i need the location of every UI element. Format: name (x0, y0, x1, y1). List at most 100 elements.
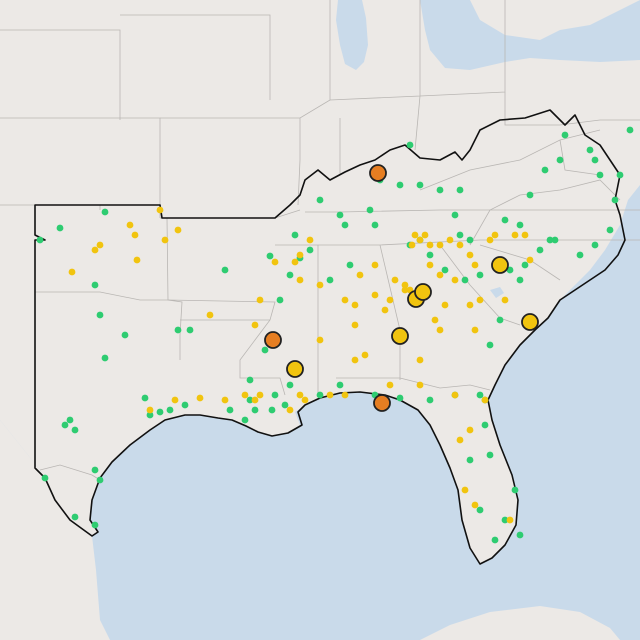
green-point-marker[interactable] (441, 266, 449, 274)
yellow-point-marker[interactable] (446, 236, 454, 244)
yellow-point-marker[interactable] (408, 241, 416, 249)
green-point-marker[interactable] (396, 394, 404, 402)
yellow-large-marker[interactable] (491, 256, 509, 274)
green-point-marker[interactable] (291, 231, 299, 239)
yellow-point-marker[interactable] (316, 336, 324, 344)
green-point-marker[interactable] (371, 221, 379, 229)
yellow-point-marker[interactable] (133, 256, 141, 264)
green-point-marker[interactable] (456, 231, 464, 239)
green-point-marker[interactable] (281, 401, 289, 409)
yellow-point-marker[interactable] (391, 276, 399, 284)
green-point-marker[interactable] (501, 516, 509, 524)
green-point-marker[interactable] (101, 354, 109, 362)
yellow-point-marker[interactable] (436, 241, 444, 249)
yellow-point-marker[interactable] (471, 501, 479, 509)
green-point-marker[interactable] (271, 391, 279, 399)
orange-large-marker[interactable] (369, 164, 387, 182)
green-point-marker[interactable] (556, 156, 564, 164)
green-point-marker[interactable] (56, 224, 64, 232)
green-point-marker[interactable] (591, 241, 599, 249)
green-point-marker[interactable] (516, 276, 524, 284)
yellow-point-marker[interactable] (521, 231, 529, 239)
yellow-point-marker[interactable] (416, 236, 424, 244)
green-point-marker[interactable] (486, 451, 494, 459)
green-point-marker[interactable] (101, 208, 109, 216)
green-point-marker[interactable] (541, 166, 549, 174)
yellow-point-marker[interactable] (501, 296, 509, 304)
yellow-point-marker[interactable] (251, 321, 259, 329)
yellow-point-marker[interactable] (426, 241, 434, 249)
green-point-marker[interactable] (511, 486, 519, 494)
green-point-marker[interactable] (406, 141, 414, 149)
yellow-point-marker[interactable] (506, 516, 514, 524)
green-point-marker[interactable] (91, 521, 99, 529)
green-point-marker[interactable] (336, 381, 344, 389)
green-point-marker[interactable] (516, 221, 524, 229)
yellow-point-marker[interactable] (511, 231, 519, 239)
green-point-marker[interactable] (546, 236, 554, 244)
green-point-marker[interactable] (616, 171, 624, 179)
yellow-point-marker[interactable] (466, 251, 474, 259)
green-point-marker[interactable] (286, 271, 294, 279)
yellow-point-marker[interactable] (431, 316, 439, 324)
green-point-marker[interactable] (426, 251, 434, 259)
yellow-point-marker[interactable] (361, 351, 369, 359)
green-point-marker[interactable] (466, 236, 474, 244)
yellow-point-marker[interactable] (146, 406, 154, 414)
green-point-marker[interactable] (96, 311, 104, 319)
yellow-point-marker[interactable] (491, 231, 499, 239)
green-point-marker[interactable] (466, 456, 474, 464)
yellow-point-marker[interactable] (416, 356, 424, 364)
yellow-point-marker[interactable] (171, 396, 179, 404)
green-point-marker[interactable] (251, 406, 259, 414)
yellow-point-marker[interactable] (351, 356, 359, 364)
yellow-point-marker[interactable] (471, 326, 479, 334)
green-point-marker[interactable] (186, 326, 194, 334)
green-point-marker[interactable] (346, 261, 354, 269)
yellow-point-marker[interactable] (426, 261, 434, 269)
yellow-point-marker[interactable] (351, 301, 359, 309)
green-point-marker[interactable] (36, 236, 44, 244)
green-point-marker[interactable] (456, 186, 464, 194)
green-point-marker[interactable] (426, 396, 434, 404)
yellow-point-marker[interactable] (351, 321, 359, 329)
green-point-marker[interactable] (336, 211, 344, 219)
green-point-marker[interactable] (476, 506, 484, 514)
green-point-marker[interactable] (486, 341, 494, 349)
yellow-point-marker[interactable] (316, 281, 324, 289)
green-point-marker[interactable] (166, 406, 174, 414)
yellow-large-marker[interactable] (391, 327, 409, 345)
green-point-marker[interactable] (561, 131, 569, 139)
yellow-point-marker[interactable] (174, 226, 182, 234)
yellow-point-marker[interactable] (486, 236, 494, 244)
green-point-marker[interactable] (501, 216, 509, 224)
yellow-point-marker[interactable] (441, 301, 449, 309)
green-point-marker[interactable] (461, 276, 469, 284)
yellow-point-marker[interactable] (161, 236, 169, 244)
green-point-marker[interactable] (121, 331, 129, 339)
yellow-point-marker[interactable] (411, 231, 419, 239)
yellow-point-marker[interactable] (526, 256, 534, 264)
yellow-point-marker[interactable] (386, 381, 394, 389)
green-point-marker[interactable] (326, 276, 334, 284)
green-point-marker[interactable] (156, 408, 164, 416)
yellow-point-marker[interactable] (221, 396, 229, 404)
green-point-marker[interactable] (266, 252, 274, 260)
green-point-marker[interactable] (521, 261, 529, 269)
yellow-point-marker[interactable] (416, 381, 424, 389)
green-point-marker[interactable] (96, 476, 104, 484)
yellow-point-marker[interactable] (301, 396, 309, 404)
green-point-marker[interactable] (71, 426, 79, 434)
yellow-point-marker[interactable] (256, 391, 264, 399)
green-point-marker[interactable] (341, 221, 349, 229)
yellow-point-marker[interactable] (326, 391, 334, 399)
green-point-marker[interactable] (591, 156, 599, 164)
yellow-point-marker[interactable] (466, 301, 474, 309)
yellow-point-marker[interactable] (306, 236, 314, 244)
green-point-marker[interactable] (476, 391, 484, 399)
green-point-marker[interactable] (536, 246, 544, 254)
green-point-marker[interactable] (506, 266, 514, 274)
yellow-point-marker[interactable] (466, 426, 474, 434)
